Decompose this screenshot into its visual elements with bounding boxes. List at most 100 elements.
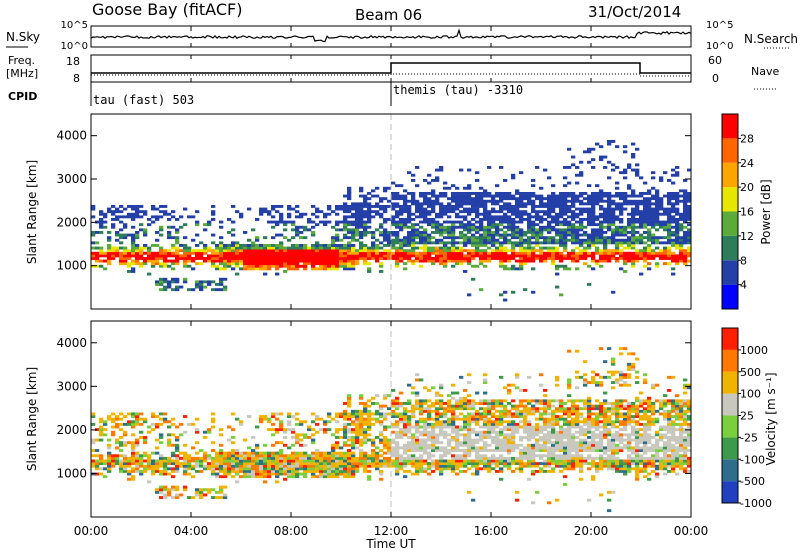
heatmap-cell: [475, 431, 479, 434]
heatmap-cell: [127, 441, 131, 444]
heatmap-cell: [495, 441, 499, 444]
heatmap-cell: [507, 392, 511, 395]
heatmap-cell: [175, 486, 179, 489]
heatmap-cell: [303, 457, 307, 460]
heatmap-cell: [443, 410, 447, 413]
heatmap-cell: [195, 493, 199, 496]
heatmap-cell: [567, 426, 571, 429]
heatmap-cell: [487, 218, 491, 221]
heatmap-cell: [379, 265, 383, 268]
heatmap-cell: [527, 215, 531, 218]
heatmap-cell: [335, 467, 339, 470]
heatmap-cell: [587, 247, 591, 250]
heatmap-cell: [291, 462, 295, 465]
heatmap-cell: [171, 475, 175, 478]
heatmap-cell: [559, 433, 563, 436]
heatmap-cell: [355, 423, 359, 426]
heatmap-cell: [671, 195, 675, 198]
heatmap-cell: [339, 460, 343, 463]
heatmap-cell: [443, 402, 447, 405]
heatmap-cell: [387, 457, 391, 460]
heatmap-cell: [191, 239, 195, 242]
heatmap-cell: [667, 254, 671, 257]
heatmap-cell: [151, 473, 155, 476]
heatmap-cell: [679, 226, 683, 229]
heatmap-cell: [635, 241, 639, 244]
heatmap-cell: [547, 241, 551, 244]
heatmap-cell: [439, 247, 443, 250]
heatmap-cell: [159, 265, 163, 268]
y-tick-label: 1000: [56, 259, 87, 273]
heatmap-cell: [583, 247, 587, 250]
heatmap-cell: [403, 449, 407, 452]
heatmap-cell: [575, 410, 579, 413]
heatmap-cell: [427, 407, 431, 410]
heatmap-cell: [463, 452, 467, 455]
heatmap-cell: [671, 174, 675, 177]
heatmap-cell: [447, 252, 451, 255]
heatmap-cell: [627, 163, 631, 166]
heatmap-cell: [367, 412, 371, 415]
heatmap-cell: [127, 465, 131, 468]
heatmap-cell: [475, 470, 479, 473]
date-title: 31/Oct/2014: [588, 3, 681, 21]
heatmap-cell: [599, 208, 603, 211]
heatmap-cell: [171, 244, 175, 247]
heatmap-cell: [499, 192, 503, 195]
heatmap-cell: [467, 420, 471, 423]
heatmap-cell: [607, 249, 611, 252]
heatmap-cell: [611, 252, 615, 255]
heatmap-cell: [259, 265, 263, 268]
heatmap-cell: [571, 426, 575, 429]
heatmap-cell: [551, 239, 555, 242]
heatmap-cell: [491, 249, 495, 252]
heatmap-cell: [499, 431, 503, 434]
heatmap-cell: [543, 423, 547, 426]
heatmap-cell: [559, 215, 563, 218]
heatmap-cell: [519, 399, 523, 402]
heatmap-cell: [487, 192, 491, 195]
heatmap-cell: [263, 254, 267, 257]
heatmap-cell: [151, 208, 155, 211]
heatmap-cell: [475, 446, 479, 449]
heatmap-cell: [503, 412, 507, 415]
heatmap-cell: [323, 470, 327, 473]
heatmap-cell: [359, 202, 363, 205]
heatmap-cell: [171, 260, 175, 263]
heatmap-cell: [147, 223, 151, 226]
heatmap-cell: [159, 418, 163, 421]
heatmap-cell: [483, 410, 487, 413]
heatmap-cell: [315, 208, 319, 211]
heatmap-cell: [643, 254, 647, 257]
heatmap-cell: [147, 462, 151, 465]
heatmap-cell: [511, 257, 515, 260]
heatmap-cell: [371, 457, 375, 460]
heatmap-cell: [463, 433, 467, 436]
heatmap-cell: [503, 462, 507, 465]
heatmap-cell: [527, 431, 531, 434]
heatmap-cell: [639, 200, 643, 203]
heatmap-cell: [395, 215, 399, 218]
heatmap-cell: [483, 449, 487, 452]
heatmap-cell: [599, 215, 603, 218]
colorbar-swatch: [722, 138, 738, 162]
heatmap-cell: [147, 260, 151, 263]
heatmap-cell: [539, 426, 543, 429]
heatmap-cell: [679, 247, 683, 250]
heatmap-cell: [375, 239, 379, 242]
heatmap-cell: [95, 247, 99, 250]
heatmap-cell: [491, 420, 495, 423]
heatmap-cell: [531, 192, 535, 195]
heatmap-cell: [251, 241, 255, 244]
heatmap-cell: [523, 205, 527, 208]
heatmap-cell: [359, 460, 363, 463]
heatmap-cell: [167, 252, 171, 255]
heatmap-cell: [639, 254, 643, 257]
heatmap-cell: [599, 156, 603, 159]
heatmap-cell: [203, 454, 207, 457]
heatmap-cell: [531, 465, 535, 468]
heatmap-cell: [327, 460, 331, 463]
heatmap-cell: [515, 200, 519, 203]
heatmap-cell: [679, 228, 683, 231]
heatmap-cell: [455, 208, 459, 211]
